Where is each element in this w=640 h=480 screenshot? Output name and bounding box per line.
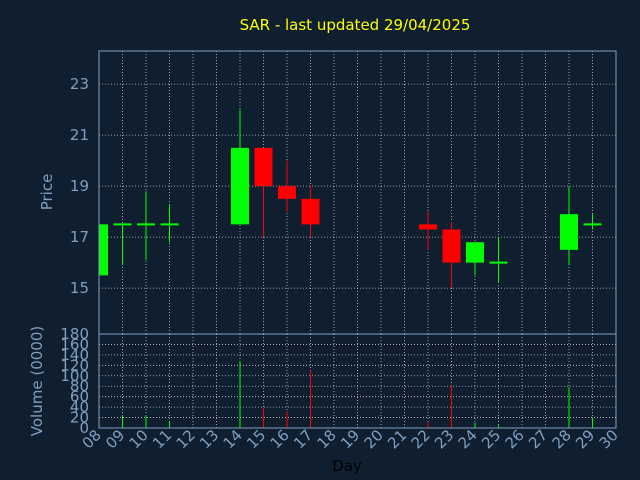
- x-tick-label: 28: [549, 426, 575, 452]
- x-tick-label: 19: [337, 426, 363, 452]
- price-tick-label: 19: [70, 177, 89, 195]
- price-tick-label: 15: [70, 279, 89, 297]
- x-tick-label: 17: [290, 426, 316, 452]
- x-tick-label: 27: [525, 426, 551, 452]
- candle-body: [489, 261, 508, 264]
- candle-body: [466, 242, 484, 263]
- candle-body: [278, 186, 296, 199]
- x-tick-label: 21: [384, 426, 410, 452]
- x-tick-label: 22: [408, 426, 434, 452]
- x-tick-label: 20: [361, 426, 387, 452]
- x-tick-label: 30: [596, 426, 622, 452]
- x-tick-label: 09: [102, 426, 128, 452]
- candle-body: [254, 147, 273, 187]
- x-tick-label: 24: [455, 426, 481, 452]
- price-tick-label: 21: [70, 126, 89, 144]
- price-grid: [98, 51, 617, 334]
- volume-tick-label: 40: [70, 398, 89, 416]
- x-tick-label: 10: [126, 426, 152, 452]
- volume-tick-label: 180: [60, 325, 89, 343]
- x-tick-label: 25: [478, 426, 504, 452]
- x-tick-label: 14: [220, 426, 246, 452]
- x-axis-ticks: 0809101112131415161718192021222324252627…: [79, 426, 622, 452]
- x-tick-label: 11: [149, 426, 175, 452]
- volume-plot-frame: [98, 333, 617, 429]
- candle-body: [419, 224, 437, 230]
- volume-tick-label: 80: [70, 377, 89, 395]
- candle-body: [231, 147, 249, 225]
- candle-body: [137, 223, 155, 226]
- candle-body: [442, 229, 461, 263]
- price-tick-label: 17: [70, 228, 89, 246]
- volume-tick-label: 60: [70, 388, 89, 406]
- x-tick-label: 16: [267, 426, 293, 452]
- volume-grid: [98, 333, 617, 429]
- price-tick-label: 23: [70, 75, 89, 93]
- candle-body: [99, 224, 108, 276]
- candle-body: [160, 223, 179, 226]
- x-tick-label: 13: [196, 426, 222, 452]
- x-axis-label: Day: [332, 457, 362, 475]
- volume-tick-label: 140: [60, 346, 89, 364]
- candle-body: [301, 198, 320, 225]
- volume-tick-label: 120: [60, 356, 89, 374]
- volume-axis-label: Volume (0000): [28, 326, 46, 436]
- candle-body: [113, 223, 132, 226]
- price-panel: 15 17 19 21 23: [70, 50, 617, 335]
- candles: [98, 109, 602, 289]
- chart-title: SAR - last updated 29/04/2025: [240, 16, 471, 34]
- candle-body: [560, 214, 578, 250]
- price-y-ticks: 15 17 19 21 23: [70, 75, 89, 297]
- volume-bars: [122, 361, 593, 428]
- x-tick-label: 18: [314, 426, 340, 452]
- x-tick-label: 12: [173, 426, 199, 452]
- x-tick-label: 29: [572, 426, 598, 452]
- x-tick-label: 15: [243, 426, 269, 452]
- volume-tick-label: 100: [60, 367, 89, 385]
- volume-tick-label: 0: [79, 419, 89, 437]
- price-axis-label: Price: [38, 174, 56, 211]
- volume-tick-label: 160: [60, 335, 89, 353]
- x-tick-label: 23: [431, 426, 457, 452]
- candle-body: [583, 223, 602, 226]
- x-tick-label: 26: [502, 426, 528, 452]
- volume-tick-label: 20: [70, 409, 89, 427]
